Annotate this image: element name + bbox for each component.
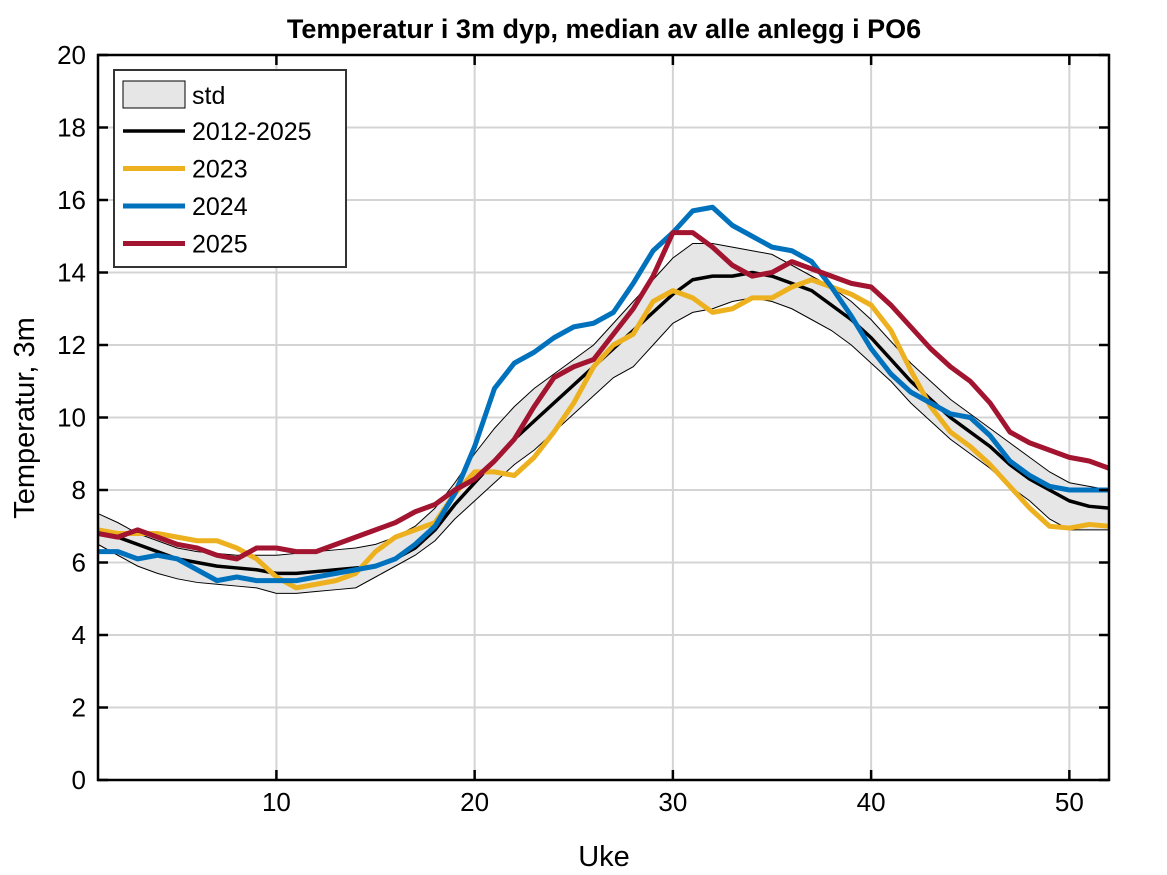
std-band [97, 243, 1110, 594]
series-lines [97, 204, 1110, 591]
x-tick-label: 40 [857, 787, 886, 817]
legend-label-2024: 2024 [192, 193, 248, 221]
x-tick-label: 30 [658, 787, 687, 817]
series-line-2024 [98, 204, 1109, 584]
y-tick-label: 0 [72, 765, 86, 795]
y-tick-label: 16 [57, 185, 86, 215]
legend-swatch-std [122, 80, 186, 109]
y-tick-label: 6 [72, 548, 86, 578]
y-axis-label: Temperatur, 3m [9, 317, 41, 518]
legend-label-std: std [192, 82, 225, 110]
y-tick-label: 8 [72, 475, 86, 505]
legend-label-2012-2025: 2012-2025 [192, 118, 312, 146]
chart-title: Temperatur i 3m dyp, median av alle anle… [287, 14, 921, 44]
y-tick-label: 4 [72, 620, 86, 650]
std-band-area [98, 243, 1109, 594]
y-tick-label: 12 [57, 330, 86, 360]
x-tick-label: 10 [262, 787, 291, 817]
x-tick-label: 20 [460, 787, 489, 817]
y-tick-label: 14 [57, 258, 86, 288]
std-upper-edge [97, 243, 1110, 556]
ticks: 0 2 4 6 8 10 12 14 16 18 20 10 20 30 40 50 [57, 40, 1109, 817]
y-tick-label: 10 [57, 403, 86, 433]
x-axis-label: Uke [578, 841, 630, 873]
std-lower-edge [97, 297, 1109, 594]
legend: std 2012-2025 2023 2024 2025 [113, 69, 347, 268]
y-tick-label: 18 [57, 113, 86, 143]
series-line-2023 [97, 277, 1110, 591]
y-tick-label: 20 [57, 40, 86, 70]
legend-label-2025: 2025 [192, 231, 248, 259]
legend-label-2023: 2023 [192, 156, 248, 184]
series-line-2025 [97, 230, 1110, 562]
y-tick-label: 2 [72, 693, 86, 723]
x-tick-label: 50 [1055, 787, 1084, 817]
